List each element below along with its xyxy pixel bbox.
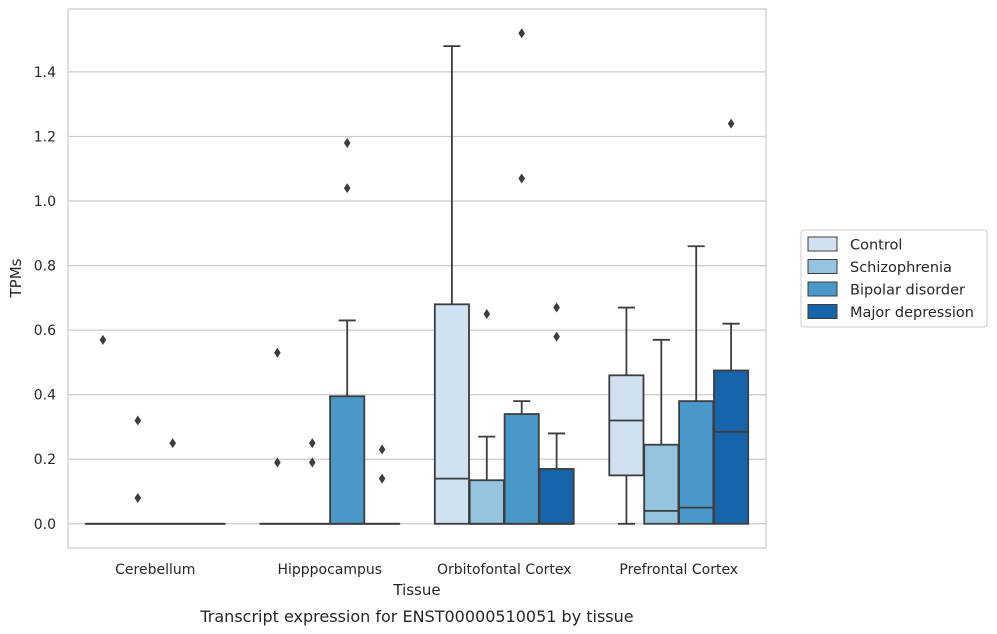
- box-bipolar-disorder: [678, 245, 715, 525]
- y-tick-label: 0.8: [34, 259, 56, 275]
- plot-frame: [67, 8, 767, 549]
- box-bipolar-disorder: [329, 137, 366, 525]
- legend-label: Control: [850, 238, 902, 254]
- box-body: [468, 479, 505, 525]
- box-body: [608, 374, 645, 477]
- x-tick-label: Hipppocampus: [277, 562, 382, 578]
- legend-swatch: [807, 259, 838, 274]
- outlier-point: [378, 444, 386, 455]
- box-body: [538, 468, 575, 525]
- legend-swatch: [807, 304, 838, 319]
- box-series: [84, 28, 750, 525]
- box-schizophrenia: [468, 309, 505, 525]
- outlier-point: [378, 473, 386, 484]
- legend-swatch: [807, 281, 838, 297]
- box-body: [713, 369, 750, 525]
- legend-label: Major depression: [850, 305, 974, 321]
- outlier-point: [134, 415, 142, 426]
- outlier-point: [518, 173, 525, 184]
- legend: Control Schizophrenia Bipolar disorder Majo…: [800, 229, 988, 328]
- outlier-point: [483, 309, 491, 320]
- box-major-depression: [713, 118, 750, 525]
- y-tick-labels: 0.0 0.2 0.4 0.6 0.8 1.0 1.2 1.4: [34, 65, 56, 533]
- outlier-point: [518, 28, 525, 39]
- box-body: [329, 395, 366, 525]
- outlier-point: [99, 334, 107, 345]
- outlier-point: [553, 331, 560, 342]
- box-control: [433, 45, 470, 525]
- x-axis-label: Tissue: [392, 581, 440, 599]
- outlier-point: [274, 457, 281, 468]
- legend-label: Schizophrenia: [850, 260, 952, 276]
- y-tick-label: 0.6: [34, 323, 56, 339]
- y-tick-label: 1.2: [34, 129, 56, 145]
- legend-frame: [800, 229, 988, 328]
- box-body: [643, 443, 680, 525]
- box-control: [608, 306, 645, 525]
- x-tick-label: Cerebellum: [115, 562, 195, 578]
- x-tick-labels: Cerebellum Hipppocampus Orbitofontal Corte…: [115, 562, 738, 578]
- y-tick-label: 0.4: [34, 388, 56, 404]
- legend-swatch: [807, 236, 838, 252]
- x-tick-label: Prefrontal Cortex: [619, 562, 738, 578]
- box-bipolar-disorder: [503, 28, 540, 525]
- chart-caption: Transcript expression for ENST0000051005…: [199, 607, 633, 626]
- y-axis-label: TPMs: [7, 258, 25, 298]
- outlier-point: [309, 438, 316, 449]
- box-schizophrenia: [294, 438, 331, 525]
- y-tick-label: 0.0: [34, 517, 56, 533]
- outlier-point: [553, 302, 560, 313]
- box-schizophrenia: [643, 338, 680, 525]
- outlier-point: [343, 183, 351, 194]
- outlier-point: [727, 118, 735, 129]
- outlier-point: [343, 137, 351, 148]
- y-tick-label: 1.0: [34, 194, 56, 210]
- box-body: [678, 400, 715, 525]
- box-major-depression: [364, 444, 401, 525]
- y-tick-label: 0.2: [34, 452, 56, 468]
- outlier-point: [169, 438, 176, 449]
- outlier-point: [274, 347, 281, 358]
- box-body: [433, 303, 470, 525]
- outlier-point: [134, 492, 142, 503]
- box-body: [503, 413, 540, 525]
- outlier-point: [309, 457, 316, 468]
- box-major-depression: [538, 302, 575, 525]
- legend-label: Bipolar disorder: [850, 283, 965, 299]
- x-tick-label: Orbitofontal Cortex: [437, 562, 572, 578]
- y-tick-label: 1.4: [34, 65, 56, 81]
